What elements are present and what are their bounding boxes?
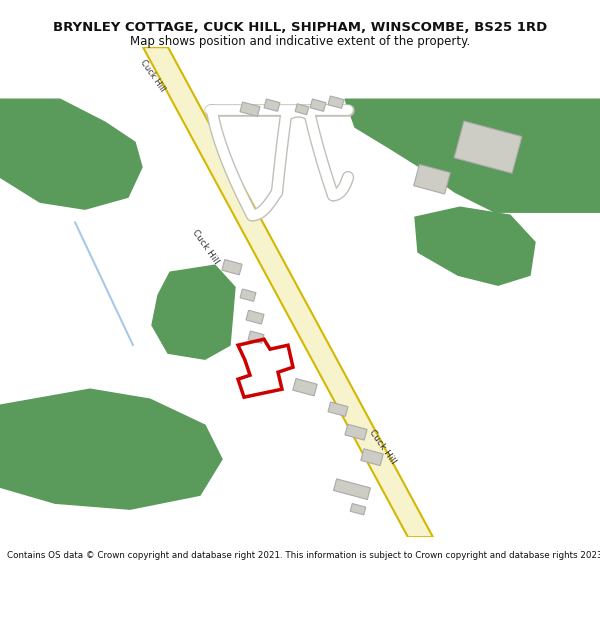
Text: Cuck Hill: Cuck Hill xyxy=(367,428,397,466)
Polygon shape xyxy=(240,102,260,116)
Polygon shape xyxy=(246,310,264,324)
Polygon shape xyxy=(413,164,451,194)
Polygon shape xyxy=(361,449,383,466)
Text: BRYNLEY COTTAGE, CUCK HILL, SHIPHAM, WINSCOMBE, BS25 1RD: BRYNLEY COTTAGE, CUCK HILL, SHIPHAM, WIN… xyxy=(53,21,547,34)
Polygon shape xyxy=(350,504,366,515)
Polygon shape xyxy=(310,99,326,111)
Polygon shape xyxy=(328,96,344,108)
Polygon shape xyxy=(345,99,600,212)
Polygon shape xyxy=(295,104,309,114)
Text: Map shows position and indicative extent of the property.: Map shows position and indicative extent… xyxy=(130,35,470,48)
Polygon shape xyxy=(415,207,535,285)
Text: Cuck Hill: Cuck Hill xyxy=(190,228,220,266)
Polygon shape xyxy=(240,289,256,301)
Polygon shape xyxy=(143,47,433,537)
Polygon shape xyxy=(248,331,264,343)
Text: Contains OS data © Crown copyright and database right 2021. This information is : Contains OS data © Crown copyright and d… xyxy=(7,551,600,560)
Polygon shape xyxy=(454,121,522,173)
Polygon shape xyxy=(0,389,222,509)
Polygon shape xyxy=(328,402,348,416)
Polygon shape xyxy=(0,99,142,209)
Polygon shape xyxy=(264,99,280,111)
Polygon shape xyxy=(345,424,367,440)
Polygon shape xyxy=(222,259,242,275)
Text: Cuck Hill: Cuck Hill xyxy=(139,58,167,93)
Polygon shape xyxy=(334,479,370,499)
Polygon shape xyxy=(152,265,235,359)
Polygon shape xyxy=(293,379,317,396)
